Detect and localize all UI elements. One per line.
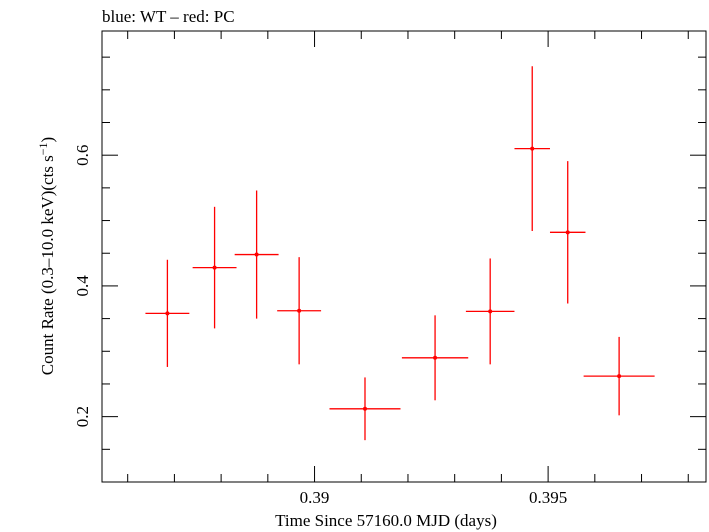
y-axis-label-main: Count Rate (0.3–10.0 keV)(cts s bbox=[38, 155, 57, 375]
axis-ticks bbox=[102, 31, 706, 483]
data-point-marker bbox=[530, 146, 535, 151]
data-point bbox=[514, 66, 550, 232]
x-axis-label: Time Since 57160.0 MJD (days) bbox=[275, 511, 497, 530]
x-tick-label: 0.395 bbox=[529, 488, 567, 507]
data-point-marker bbox=[433, 355, 438, 360]
y-tick-label: 0.2 bbox=[73, 406, 92, 427]
y-axis-label-sup: −1 bbox=[36, 142, 50, 155]
y-axis-label: Count Rate (0.3–10.0 keV)(cts s−1) bbox=[36, 137, 57, 375]
data-point bbox=[145, 259, 190, 367]
data-point bbox=[401, 315, 469, 401]
y-axis-label-end: ) bbox=[38, 137, 57, 143]
y-tick-label: 0.4 bbox=[73, 275, 92, 297]
data-point-marker bbox=[488, 309, 493, 314]
data-point-marker bbox=[297, 308, 302, 313]
data-point-marker bbox=[362, 406, 367, 411]
chart-title: blue: WT – red: PC bbox=[102, 7, 235, 26]
axis-tick-labels: 0.39 0.395 0.2 0.4 0.6 bbox=[73, 145, 567, 507]
data-point bbox=[465, 258, 515, 365]
data-point-marker bbox=[617, 374, 622, 379]
y-tick-label: 0.6 bbox=[73, 145, 92, 166]
data-point bbox=[549, 161, 586, 304]
data-point bbox=[583, 336, 655, 416]
data-point-marker bbox=[212, 265, 217, 270]
x-tick-label: 0.39 bbox=[300, 488, 330, 507]
plot-frame bbox=[101, 30, 707, 483]
data-series bbox=[145, 66, 655, 441]
data-point bbox=[192, 206, 237, 329]
data-point bbox=[277, 257, 322, 365]
data-point bbox=[329, 377, 401, 441]
data-point-marker bbox=[165, 311, 170, 316]
data-point-marker bbox=[565, 230, 570, 235]
data-point bbox=[234, 190, 279, 319]
data-point-marker bbox=[254, 252, 259, 257]
